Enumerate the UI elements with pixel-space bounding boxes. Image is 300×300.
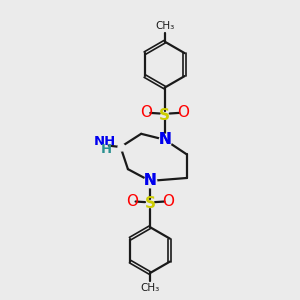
Text: N: N — [158, 132, 171, 147]
Text: O: O — [126, 194, 138, 209]
Text: N: N — [144, 173, 156, 188]
Text: S: S — [145, 196, 155, 211]
Text: N: N — [158, 132, 171, 147]
Text: O: O — [177, 105, 189, 120]
Text: H: H — [100, 143, 111, 156]
Text: N: N — [144, 173, 156, 188]
Text: O: O — [162, 194, 174, 209]
Text: NH: NH — [94, 135, 116, 148]
Text: S: S — [159, 108, 170, 123]
Text: CH₃: CH₃ — [155, 21, 174, 31]
Text: CH₃: CH₃ — [140, 283, 160, 293]
Text: O: O — [140, 105, 152, 120]
